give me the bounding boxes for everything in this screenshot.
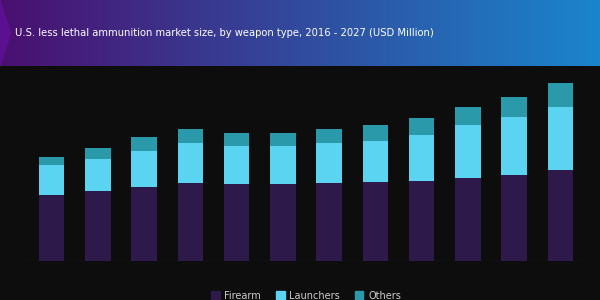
Text: U.S. less lethal ammunition market size, by weapon type, 2016 - 2027 (USD Millio: U.S. less lethal ammunition market size,…: [15, 28, 434, 38]
Bar: [131, 151, 157, 187]
Bar: [548, 83, 573, 107]
Bar: [455, 125, 481, 178]
Bar: [548, 107, 573, 170]
Bar: [270, 133, 296, 146]
Bar: [362, 182, 388, 261]
Bar: [131, 137, 157, 151]
Bar: [316, 183, 342, 261]
Bar: [178, 129, 203, 143]
Bar: [85, 191, 110, 261]
Bar: [178, 183, 203, 261]
Bar: [131, 187, 157, 261]
Bar: [270, 146, 296, 184]
Bar: [178, 143, 203, 183]
Bar: [39, 165, 64, 195]
Bar: [502, 175, 527, 261]
Legend: Firearm, Launchers, Others: Firearm, Launchers, Others: [207, 287, 405, 300]
Bar: [455, 107, 481, 125]
Bar: [409, 181, 434, 261]
Polygon shape: [0, 0, 11, 66]
Bar: [502, 117, 527, 175]
Bar: [409, 118, 434, 135]
Bar: [85, 159, 110, 191]
Bar: [224, 133, 250, 146]
Bar: [502, 97, 527, 117]
Bar: [224, 184, 250, 261]
Bar: [362, 125, 388, 141]
Bar: [39, 195, 64, 261]
Bar: [362, 141, 388, 182]
Bar: [548, 170, 573, 261]
Bar: [455, 178, 481, 261]
Bar: [409, 135, 434, 181]
Bar: [316, 143, 342, 183]
Bar: [85, 148, 110, 159]
Bar: [39, 157, 64, 165]
Bar: [224, 146, 250, 184]
Bar: [270, 184, 296, 261]
Bar: [316, 129, 342, 143]
